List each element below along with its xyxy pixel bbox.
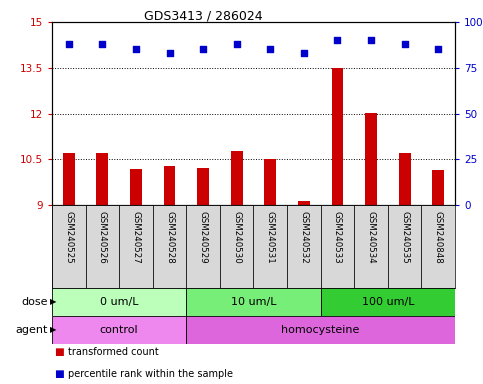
Bar — [153, 205, 186, 288]
Bar — [254, 205, 287, 288]
Point — [132, 46, 140, 53]
Bar — [365, 113, 377, 205]
Bar — [220, 205, 254, 288]
Point — [300, 50, 308, 56]
Bar — [97, 152, 108, 205]
Bar — [186, 205, 220, 288]
Bar — [421, 205, 455, 288]
Text: GSM240526: GSM240526 — [98, 211, 107, 263]
Bar — [332, 68, 343, 205]
Bar — [186, 288, 321, 316]
Text: GSM240534: GSM240534 — [367, 211, 376, 263]
Bar — [52, 205, 85, 288]
Bar — [130, 169, 142, 205]
Text: GSM240530: GSM240530 — [232, 211, 241, 263]
Text: GDS3413 / 286024: GDS3413 / 286024 — [143, 10, 262, 23]
Point — [199, 46, 207, 53]
Point — [334, 37, 341, 43]
Point — [166, 50, 173, 56]
Bar — [85, 205, 119, 288]
Text: ▶: ▶ — [50, 326, 57, 334]
Bar — [63, 152, 75, 205]
Text: 0 um/L: 0 um/L — [100, 297, 139, 307]
Point — [267, 46, 274, 53]
Bar — [298, 201, 310, 205]
Bar — [432, 170, 444, 205]
Bar — [186, 316, 455, 344]
Text: GSM240531: GSM240531 — [266, 211, 275, 263]
Text: GSM240533: GSM240533 — [333, 211, 342, 263]
Text: 10 um/L: 10 um/L — [231, 297, 276, 307]
Text: GSM240527: GSM240527 — [131, 211, 141, 263]
Bar — [321, 288, 455, 316]
Point — [367, 37, 375, 43]
Text: agent: agent — [15, 325, 48, 335]
Text: dose: dose — [22, 297, 48, 307]
Text: GSM240529: GSM240529 — [199, 211, 208, 263]
Text: percentile rank within the sample: percentile rank within the sample — [69, 369, 233, 379]
Text: GSM240532: GSM240532 — [299, 211, 308, 263]
Text: GSM240525: GSM240525 — [64, 211, 73, 263]
Bar — [354, 205, 388, 288]
Bar — [119, 205, 153, 288]
Text: ■: ■ — [54, 369, 64, 379]
Text: transformed count: transformed count — [69, 348, 159, 358]
Bar — [197, 168, 209, 205]
Text: homocysteine: homocysteine — [282, 325, 360, 335]
Point — [99, 41, 106, 47]
Text: GSM240535: GSM240535 — [400, 211, 409, 263]
Text: GSM240528: GSM240528 — [165, 211, 174, 263]
Text: ▶: ▶ — [50, 298, 57, 306]
Point — [65, 41, 72, 47]
Bar — [388, 205, 421, 288]
Bar — [52, 288, 186, 316]
Bar — [264, 159, 276, 205]
Text: GSM240848: GSM240848 — [434, 211, 443, 263]
Point — [434, 46, 442, 53]
Point — [233, 41, 241, 47]
Bar — [321, 205, 354, 288]
Text: ■: ■ — [54, 348, 64, 358]
Text: 100 um/L: 100 um/L — [362, 297, 414, 307]
Bar — [164, 166, 175, 205]
Bar — [52, 316, 186, 344]
Point — [401, 41, 409, 47]
Bar — [399, 152, 411, 205]
Text: control: control — [100, 325, 139, 335]
Bar — [287, 205, 321, 288]
Bar — [231, 151, 242, 205]
